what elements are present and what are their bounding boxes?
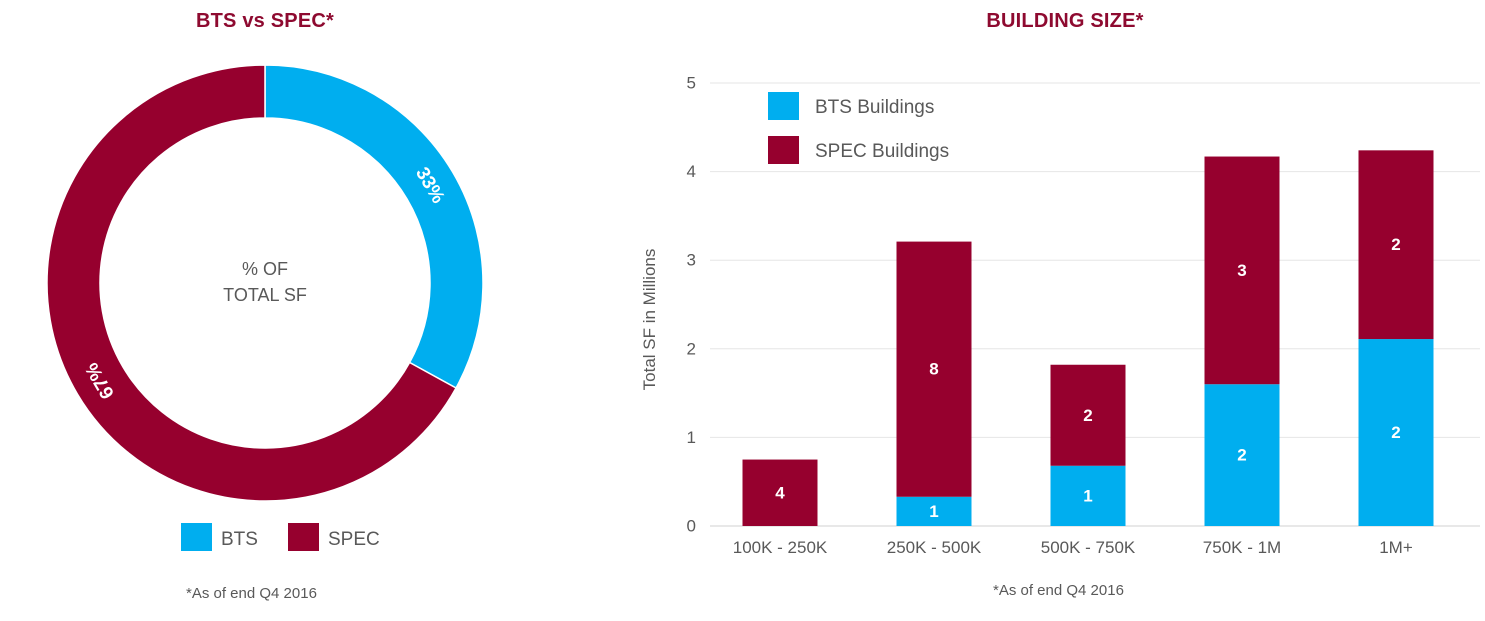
legend-label-bts: BTS xyxy=(221,529,258,550)
bar-segment-bts xyxy=(1204,384,1280,526)
donut-center-label-line: TOTAL SF xyxy=(223,285,307,305)
legend-swatch-spec-buildings xyxy=(768,136,799,164)
bar-segment-bts xyxy=(1358,339,1434,526)
y-axis-label: Total SF in Millions xyxy=(640,249,659,391)
bar-data-label: 3 xyxy=(1237,261,1246,280)
bar-footnote: *As of end Q4 2016 xyxy=(993,582,1124,599)
bar-segment-bts xyxy=(1050,465,1126,526)
bar-chart-panel: BUILDING SIZE* 0 1 2 3 4 5 Total SF in Million… xyxy=(560,0,1485,621)
bar-segment-spec xyxy=(1358,150,1434,340)
bar-data-label: 1 xyxy=(1083,486,1092,505)
x-tick-label: 100K - 250K xyxy=(733,538,828,557)
donut-chart-title: BTS vs SPEC* xyxy=(195,10,334,32)
y-tick-label: 5 xyxy=(687,74,696,93)
bar-chart-title: BUILDING SIZE* xyxy=(986,10,1144,32)
bar-segment-bts xyxy=(896,496,972,526)
legend-label-spec: SPEC xyxy=(328,529,380,550)
bar-segment-spec xyxy=(742,459,818,526)
bar-data-label: 2 xyxy=(1391,235,1400,254)
stacked-bar-chart: 0 1 2 3 4 5 Total SF in Millions 4 100K - 250K 1 8… xyxy=(640,74,1480,557)
bar-data-label: 1 xyxy=(929,502,938,521)
bar-data-label: 2 xyxy=(1237,446,1246,465)
x-tick-label: 500K - 750K xyxy=(1041,538,1136,557)
y-tick-label: 3 xyxy=(687,251,696,270)
y-tick-label: 0 xyxy=(687,517,696,536)
y-tick-label: 4 xyxy=(687,162,696,181)
x-tick-label: 1M+ xyxy=(1379,538,1413,557)
legend-swatch-spec xyxy=(288,523,319,551)
y-tick-label: 1 xyxy=(687,428,696,447)
bar-segment-spec xyxy=(1050,364,1126,466)
x-tick-label: 750K - 1M xyxy=(1203,538,1281,557)
bar-segment-spec xyxy=(1204,156,1280,385)
x-tick-label: 250K - 500K xyxy=(887,538,982,557)
bar-data-label: 4 xyxy=(775,483,785,502)
legend-swatch-bts xyxy=(181,523,212,551)
donut-slice-bts xyxy=(264,64,484,390)
legend-label-bts-buildings: BTS Buildings xyxy=(815,97,934,118)
y-tick-label: 2 xyxy=(687,339,696,358)
donut-footnote: *As of end Q4 2016 xyxy=(186,585,317,602)
bar-data-label: 8 xyxy=(929,360,938,379)
bar-data-label: 2 xyxy=(1083,406,1092,425)
legend-label-spec-buildings: SPEC Buildings xyxy=(815,141,949,162)
donut-slice-spec xyxy=(46,64,458,502)
donut-center-label-line: % OF xyxy=(242,259,288,279)
legend-swatch-bts-buildings xyxy=(768,92,799,120)
bar-segment-spec xyxy=(896,241,972,497)
bar-data-label: 2 xyxy=(1391,423,1400,442)
donut-chart-panel: BTS vs SPEC* 33% 67%% OF TOTAL SF BTS SPEC *… xyxy=(0,0,540,621)
